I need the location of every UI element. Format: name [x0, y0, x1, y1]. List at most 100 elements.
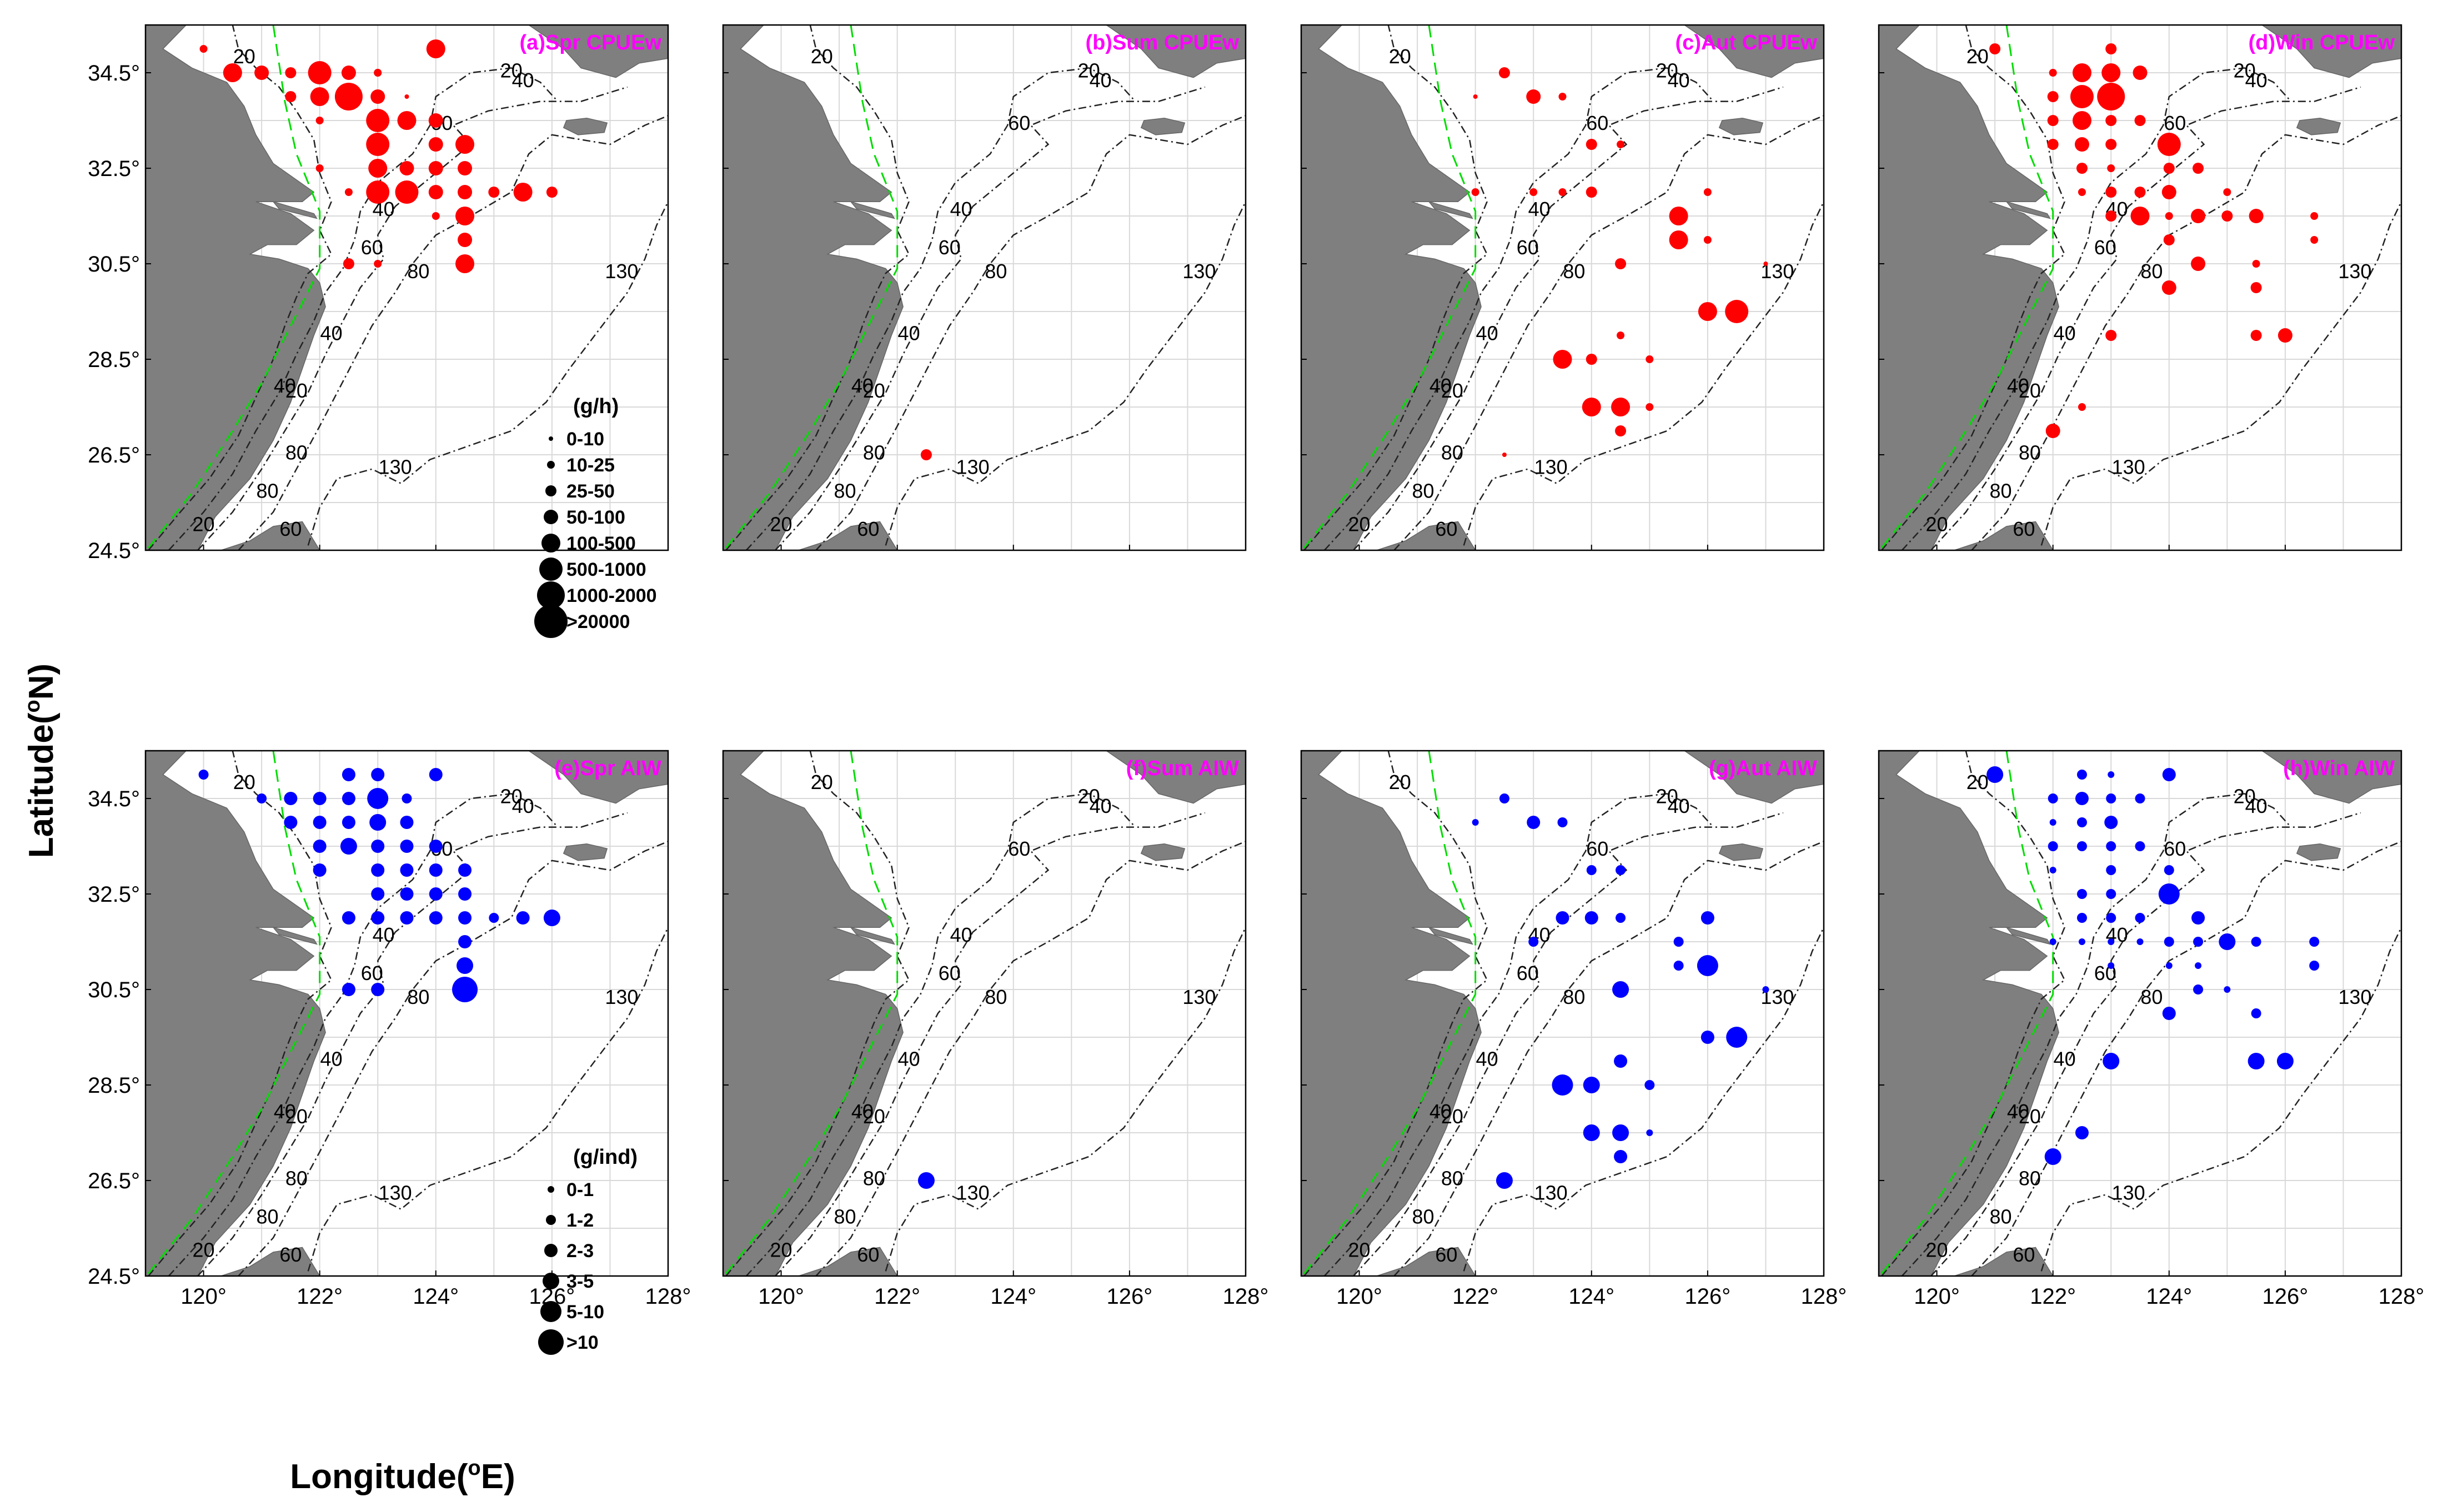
contour-label: 20	[193, 513, 215, 536]
station-point	[342, 911, 355, 925]
isobath-contour	[775, 812, 1206, 1276]
contour-label: 130	[379, 1181, 412, 1204]
panel-title: (a)Spr CPUEw	[520, 31, 662, 54]
station-point	[1646, 403, 1654, 411]
station-point	[2310, 236, 2319, 244]
contour-label: 40	[2245, 69, 2268, 92]
isobath-contour	[1930, 812, 2361, 1276]
mainland-land	[1879, 25, 2059, 550]
contour-label: 80	[2019, 441, 2041, 464]
station-point	[344, 188, 353, 196]
map-panel: 2020202040404040606060808080130130(d)Win…	[1878, 24, 2402, 551]
korea-land	[1683, 25, 1824, 78]
contour-label: 20	[1656, 785, 1678, 808]
station-point	[1528, 937, 1539, 947]
station-point	[254, 66, 269, 80]
contour-label: 80	[834, 1205, 856, 1228]
station-point	[1502, 453, 1507, 457]
isobath-contour	[1463, 927, 1824, 1272]
contour-label: 60	[2164, 112, 2186, 134]
contour-label: 130	[1182, 986, 1216, 1008]
station-point	[2072, 63, 2091, 82]
contour-label: 60	[1517, 236, 1539, 259]
contour-label: 40	[1528, 198, 1551, 220]
legend-label: 25-50	[566, 481, 615, 502]
contour-label: 80	[2140, 260, 2163, 283]
isobath-contour	[745, 793, 1136, 1276]
jeju-island	[563, 843, 608, 861]
contour-label: 20	[233, 771, 255, 793]
station-point	[1586, 139, 1597, 150]
station-point	[2049, 867, 2056, 873]
station-point	[1583, 1077, 1600, 1093]
legend-symbol	[545, 485, 556, 496]
station-point	[2049, 819, 2056, 826]
station-point	[1987, 766, 2004, 783]
y-tick-label: 30.5°	[88, 252, 140, 277]
station-point	[1703, 188, 1712, 196]
panel-title: (c)Aut CPUEw	[1676, 31, 1818, 54]
station-point	[1498, 67, 1510, 78]
station-point	[400, 887, 414, 901]
station-point	[2193, 163, 2204, 174]
station-point	[1582, 398, 1601, 416]
station-point	[1669, 207, 1688, 225]
station-point	[2163, 163, 2175, 174]
station-point	[1496, 1172, 1513, 1189]
station-point	[1644, 1080, 1655, 1090]
contour-label: 130	[2112, 1181, 2145, 1204]
isobath-contour	[238, 841, 668, 1276]
contour-label: 130	[2338, 986, 2371, 1008]
station-point	[2130, 207, 2150, 225]
jeju-island	[1718, 117, 1764, 135]
x-tick-label: 126°	[1685, 1284, 1731, 1309]
station-point	[368, 159, 388, 178]
jeju-island	[2296, 843, 2341, 861]
isobath-contour	[885, 927, 1246, 1272]
y-tick-label: 32.5°	[88, 157, 140, 181]
y-axis-title: Latitude(oN)	[21, 664, 61, 858]
station-point	[2049, 938, 2056, 945]
jeju-island	[1718, 843, 1764, 861]
isobath-contour	[1353, 812, 1784, 1276]
station-point	[920, 449, 932, 460]
station-point	[374, 69, 382, 77]
legend-label: 1-2	[566, 1210, 594, 1231]
station-point	[429, 911, 443, 925]
station-point	[2219, 933, 2236, 950]
station-point	[455, 135, 475, 154]
boundary-line	[148, 25, 321, 549]
contour-label: 40	[2054, 322, 2076, 345]
isobath-contour	[815, 841, 1246, 1276]
station-point	[2135, 841, 2145, 851]
station-point	[371, 863, 385, 877]
station-point	[1673, 937, 1684, 947]
station-point	[516, 911, 530, 925]
station-point	[369, 814, 387, 831]
contour-label: 60	[939, 962, 961, 984]
contour-label: 40	[1090, 795, 1112, 817]
station-point	[2163, 234, 2175, 245]
station-point	[371, 840, 385, 853]
station-point	[367, 788, 389, 809]
station-point	[2047, 115, 2059, 126]
station-point	[458, 887, 472, 901]
station-point	[2078, 188, 2086, 196]
station-point	[458, 863, 472, 877]
station-point	[1526, 89, 1541, 104]
station-point	[1698, 302, 1717, 321]
station-point	[2164, 865, 2174, 875]
station-point	[1586, 865, 1597, 875]
legend-label: 5-10	[566, 1302, 604, 1323]
station-point	[285, 91, 297, 102]
station-point	[2045, 424, 2060, 438]
station-point	[400, 840, 414, 853]
contour-label: 20	[500, 785, 523, 808]
contour-label: 130	[956, 455, 990, 478]
panel-title: (e)Spr AIW	[554, 757, 661, 780]
x-tick-label: 128°	[1801, 1284, 1847, 1309]
station-point	[1556, 911, 1569, 925]
station-point	[458, 911, 472, 925]
legend-label: >10	[566, 1332, 599, 1353]
contour-label: 80	[1412, 479, 1434, 502]
